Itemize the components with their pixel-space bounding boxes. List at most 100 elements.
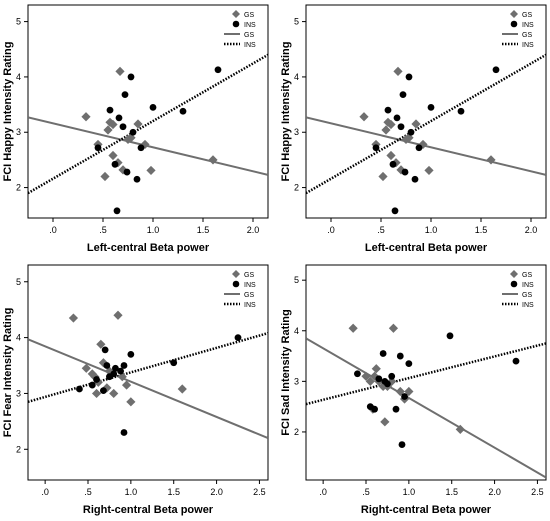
ins-point (396, 352, 404, 360)
legend-ins-line-label: INS (522, 42, 534, 49)
gs-point (98, 358, 109, 368)
x-tick-label: 1.5 (475, 225, 488, 235)
legend-gs-label: GS (522, 12, 532, 19)
gs-point (411, 119, 421, 129)
gs-point (104, 366, 115, 376)
gs-point (146, 165, 156, 176)
gs-point (121, 380, 132, 390)
ins-point (354, 370, 361, 378)
gs-point (381, 125, 391, 135)
x-tick-label: .0 (41, 487, 49, 497)
gs-point (102, 383, 112, 393)
ins-point (76, 385, 83, 393)
y-axis-title: FCI Happy Intensity Rating (280, 42, 292, 182)
ins-fit-line (306, 53, 546, 195)
legend-gs-line-label: GS (244, 32, 254, 39)
ins-point (389, 160, 397, 168)
y-tick-label: 3 (294, 376, 299, 386)
gs-point (113, 158, 123, 168)
gs-point (348, 323, 358, 333)
legend-gs-line-label: GS (522, 292, 532, 299)
y-tick-label: 4 (16, 72, 21, 82)
ins-point (88, 381, 96, 389)
ins-point (234, 334, 242, 341)
ins-point (401, 168, 409, 176)
legend-ins-dot (510, 280, 518, 288)
ins-point (119, 123, 127, 131)
ins-point (214, 66, 222, 74)
x-tick-label: 2.5 (531, 487, 544, 497)
ins-point (384, 380, 391, 388)
gs-point (96, 339, 106, 349)
legend-gs-diamond (232, 10, 240, 18)
legend-ins-dot (232, 20, 240, 28)
plot-frame (305, 4, 547, 219)
gs-point (117, 372, 127, 382)
gs-point (386, 119, 396, 130)
ins-point (179, 107, 187, 115)
gs-point (424, 165, 434, 176)
legend-ins-label: INS (522, 282, 534, 289)
legend-ins-label: INS (244, 282, 256, 289)
ins-point (103, 362, 111, 369)
legend-gs-diamond (232, 270, 240, 278)
ins-fit-line (306, 342, 546, 406)
ins-point (127, 73, 135, 81)
gs-point (393, 66, 403, 76)
gs-point (91, 388, 102, 399)
ins-point (112, 364, 119, 372)
ins-point (127, 350, 135, 358)
ins-point (398, 441, 406, 448)
ins-point (133, 175, 141, 183)
legend-ins-dot (510, 20, 518, 28)
gs-point (113, 310, 123, 320)
legend-gs-label: GS (244, 272, 254, 279)
y-tick-label: 3 (16, 388, 21, 398)
y-tick-label: 5 (294, 275, 299, 285)
ins-point (512, 357, 520, 365)
x-axis-title: Left-central Beta power (87, 242, 210, 254)
ins-point (170, 359, 178, 367)
x-tick-label: 2.0 (247, 225, 260, 235)
x-tick-label: .0 (49, 225, 57, 235)
gs-point (133, 119, 143, 129)
ins-point (137, 144, 145, 152)
ins-point (405, 73, 413, 81)
plot-area (306, 53, 546, 215)
gs-point (177, 384, 187, 394)
gs-point (386, 150, 396, 161)
y-tick-label: 3 (16, 127, 21, 137)
x-tick-label: .5 (84, 487, 92, 497)
ins-point (411, 175, 419, 183)
x-tick-label: 2.0 (488, 487, 501, 497)
x-tick-label: 1.5 (445, 487, 458, 497)
plot-area (306, 323, 546, 479)
x-tick-label: 1.5 (167, 487, 180, 497)
legend-gs-diamond (510, 270, 518, 278)
gs-point (81, 112, 91, 122)
gs-point (388, 323, 399, 333)
plot-frame (27, 264, 269, 481)
y-tick-label: 2 (294, 427, 299, 437)
ins-point (129, 128, 137, 136)
ins-point (93, 376, 100, 383)
ins-point (405, 360, 413, 368)
gs-point (109, 388, 119, 399)
x-tick-label: 2.5 (253, 487, 266, 497)
gs-point (108, 150, 118, 161)
legend-gs-line-label: GS (244, 292, 254, 299)
legend-ins-dot (232, 280, 240, 288)
gs-point (68, 313, 79, 323)
ins-point (393, 114, 401, 122)
legend-ins-line-label: INS (244, 302, 256, 309)
x-tick-label: .0 (319, 487, 327, 497)
gs-point (108, 119, 118, 130)
legend-ins-line-label: INS (244, 42, 256, 49)
gs-point (81, 363, 91, 373)
legend-gs-diamond (510, 10, 518, 18)
ins-point (371, 405, 378, 413)
gs-point (103, 125, 113, 135)
ins-point (111, 160, 119, 168)
x-axis-title: Right-central Beta power (83, 504, 214, 516)
y-tick-label: 3 (294, 127, 299, 137)
